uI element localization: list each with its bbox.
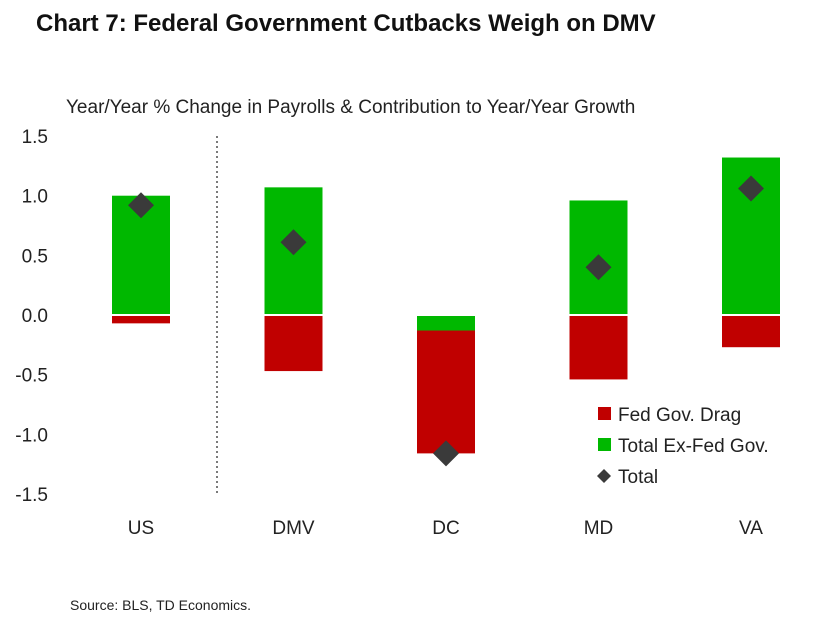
total-marker: [585, 254, 612, 281]
bar-fed-gov-drag: [569, 315, 628, 380]
source-note: Source: BLS, TD Economics.: [70, 597, 252, 613]
bar-fed-gov-drag: [722, 315, 780, 348]
chart-title: Chart 7: Federal Government Cutbacks Wei…: [36, 10, 656, 37]
legend-swatch-ex-fed-gov: [598, 438, 611, 451]
bar-fed-gov-drag: [417, 330, 475, 454]
y-tick-label: 0.5: [22, 246, 48, 267]
x-tick-label: DC: [432, 518, 459, 539]
y-tick-label: -0.5: [15, 366, 48, 387]
bar-ex-fed-gov: [417, 315, 475, 331]
x-tick-label: US: [128, 518, 154, 539]
total-marker: [433, 440, 459, 467]
y-tick-label: -1.5: [15, 485, 48, 506]
bar-fed-gov-drag: [112, 315, 170, 324]
bar-fed-gov-drag: [264, 315, 323, 372]
chart-subtitle: Year/Year % Change in Payrolls & Contrib…: [66, 97, 636, 118]
total-marker: [738, 175, 764, 202]
legend-label: Total: [618, 467, 658, 488]
x-tick-label: VA: [739, 518, 763, 539]
y-tick-label: 0.0: [22, 306, 48, 327]
legend-swatch-fed-gov-drag: [598, 407, 611, 420]
x-tick-label: MD: [584, 518, 614, 539]
y-tick-label: 1.0: [22, 187, 48, 208]
y-tick-label: 1.5: [22, 127, 48, 148]
legend-label: Total Ex-Fed Gov.: [618, 436, 769, 457]
total-marker: [128, 192, 154, 219]
legend-swatch-total: [597, 469, 611, 483]
legend-label: Fed Gov. Drag: [618, 405, 741, 426]
y-tick-label: -1.0: [15, 425, 48, 446]
x-tick-label: DMV: [272, 518, 315, 539]
total-marker: [280, 229, 307, 256]
